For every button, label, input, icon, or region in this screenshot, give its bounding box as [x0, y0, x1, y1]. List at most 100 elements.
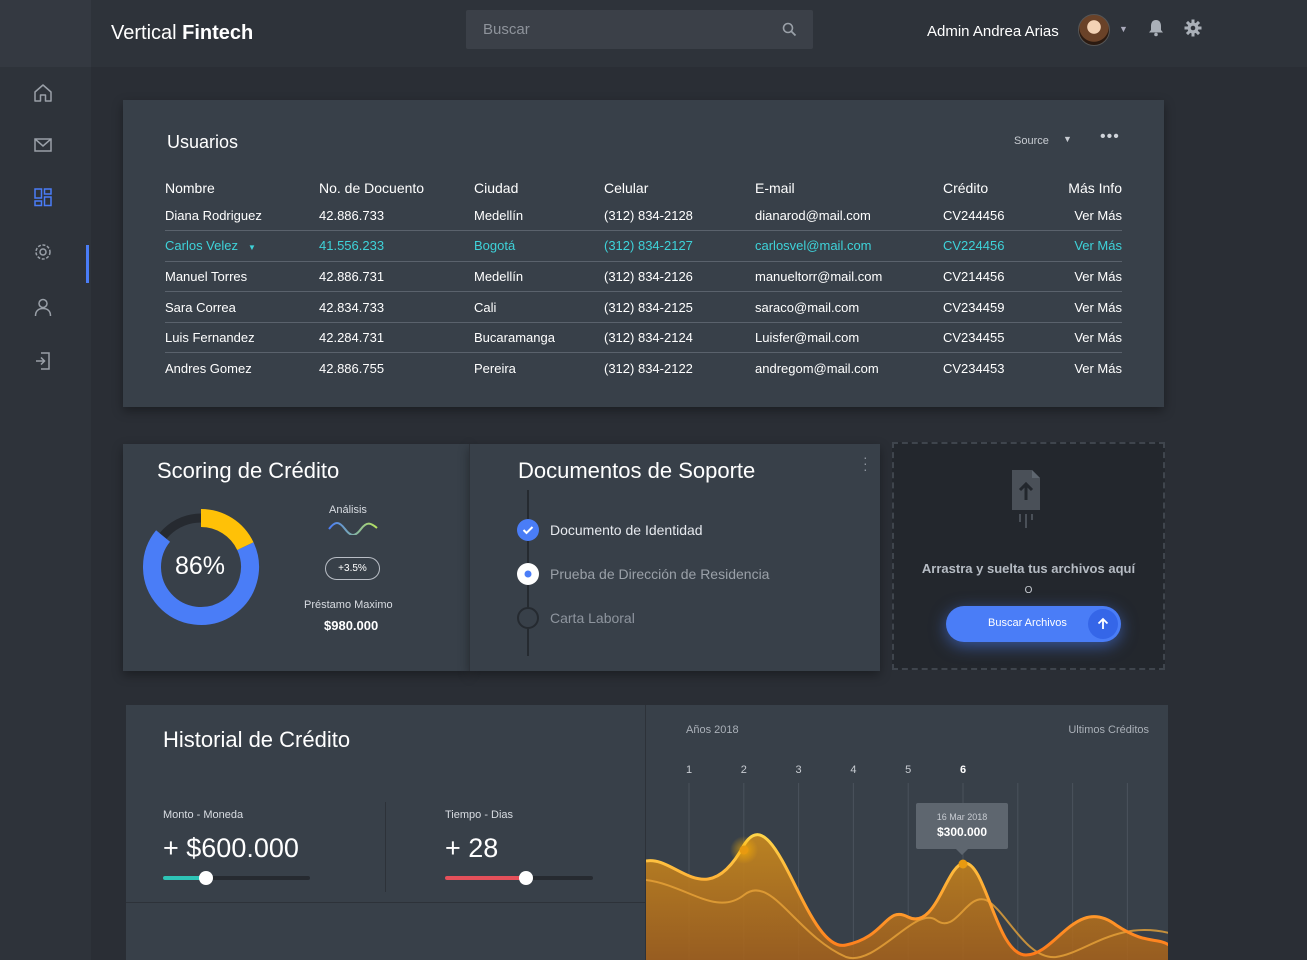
recent-credits-label: Ultimos Créditos [1068, 724, 1149, 736]
cell-document: 42.886.733 [319, 207, 385, 223]
users-panel: Usuarios Source ▼ ••• Nombre No. de Docu… [123, 100, 1164, 407]
ver-mas-link[interactable]: Ver Más [1048, 230, 1122, 262]
column-header: Ciudad [474, 180, 519, 196]
sidebar-item-home[interactable] [28, 78, 58, 108]
bell-icon[interactable] [1148, 19, 1164, 42]
chevron-down-icon[interactable]: ▼ [247, 243, 256, 253]
table-row[interactable]: Sara Correa 42.834.733 Cali (312) 834-21… [165, 291, 1122, 323]
amount-slider[interactable] [163, 871, 310, 885]
logout-icon [36, 352, 50, 370]
users-table: Nombre No. de Docuento Ciudad Celular E-… [165, 178, 1122, 384]
ver-mas-link[interactable]: Ver Más [1048, 352, 1122, 384]
column-header: Crédito [943, 180, 989, 196]
cell-phone: (312) 834-2122 [604, 352, 755, 384]
time-value: + 28 [445, 833, 499, 863]
mail-icon [34, 138, 52, 152]
logo-corner [0, 0, 91, 67]
step-label: Prueba de Dirección de Residencia [550, 566, 770, 582]
sidebar-item-mail[interactable] [28, 130, 58, 160]
ver-mas-link[interactable]: Ver Más [1048, 260, 1122, 292]
column-header: No. de Docuento [319, 180, 425, 196]
top-bar: Vertical Fintech Admin Andrea Arias ▼ [0, 0, 1307, 67]
time-slider[interactable] [445, 871, 593, 885]
cell-city: Pereira [474, 352, 604, 384]
cell-document: 42.834.733 [319, 291, 474, 323]
table-row[interactable]: Andres Gomez 42.886.755 Pereira (312) 83… [165, 352, 1122, 384]
step-letter[interactable]: Carta Laboral [517, 607, 867, 629]
sidebar-item-settings[interactable] [28, 237, 58, 267]
ver-mas-link[interactable]: Ver Más [1048, 321, 1122, 353]
or-divider: O [1024, 585, 1033, 596]
drop-zone-text: Arrastra y suelta tus archivos aquí [921, 561, 1136, 576]
browse-files-button[interactable]: Buscar Archivos [946, 606, 1121, 642]
cell-name: Sara Correa [165, 291, 319, 323]
more-vertical-icon[interactable]: · · · [863, 449, 868, 477]
sidebar-active-indicator [86, 245, 89, 283]
more-options-icon[interactable]: ••• [1100, 128, 1120, 145]
search-input[interactable] [466, 10, 766, 49]
column-header: E-mail [755, 180, 795, 196]
chart-point-active [958, 859, 968, 869]
cell-document: 42.284.731 [319, 321, 474, 353]
documents-title: Documentos de Soporte [518, 458, 756, 483]
cell-email: dianarod@mail.com [755, 207, 871, 223]
ver-mas-link[interactable]: Ver Más [1048, 291, 1122, 323]
sidebar-item-logout[interactable] [28, 346, 58, 376]
file-drop-zone[interactable]: Arrastra y suelta tus archivos aquí O Bu… [892, 442, 1165, 670]
step-label: Documento de Identidad [550, 522, 703, 538]
amount-slider-fill [163, 876, 206, 880]
table-row[interactable]: Luis Fernandez 42.284.731 Bucaramanga (3… [165, 321, 1122, 353]
cell-credit: CV234455 [943, 321, 1048, 353]
chart-tooltip: 16 Mar 2018 $300.000 [916, 803, 1008, 855]
users-title: Usuarios [167, 132, 239, 152]
cell-credit: CV244456 [943, 207, 1005, 223]
sidebar-item-user[interactable] [28, 292, 58, 322]
ver-mas-link[interactable]: Ver Más [1074, 207, 1122, 223]
time-label: Tiempo - Dias [445, 809, 514, 821]
cell-phone: (312) 834-2125 [604, 291, 755, 323]
amount-label: Monto - Moneda [163, 809, 244, 821]
chart-tick-label: 6 [960, 764, 966, 776]
step-address[interactable]: Prueba de Dirección de Residencia [517, 563, 867, 585]
table-row-selected[interactable]: Carlos Velez ▼ 41.556.233 Bogotá (312) 83… [165, 230, 1122, 262]
analysis-badge: +3.5% [325, 557, 380, 580]
table-row[interactable]: Manuel Torres 42.886.731 Medellín (312) … [165, 260, 1122, 292]
tooltip-value: $300.000 [936, 825, 988, 839]
column-header: Nombre [165, 180, 215, 196]
arrow-up-icon [1088, 609, 1118, 639]
settings-icon [35, 244, 51, 260]
cell-phone: (312) 834-2127 [604, 230, 755, 262]
avatar[interactable] [1078, 14, 1110, 46]
chart-area [646, 834, 1168, 960]
step-identity[interactable]: Documento de Identidad [517, 519, 867, 541]
chart-tick-labels: 1 2 3 4 5 6 [686, 764, 966, 776]
user-name: Admin Andrea Arias [927, 23, 1059, 40]
brand-title: Vertical Fintech [111, 22, 254, 44]
chart-tick-label: 2 [741, 764, 747, 776]
column-header: Celular [604, 180, 649, 196]
score-donut [143, 509, 259, 625]
cell-name: Manuel Torres [165, 260, 319, 292]
time-slider-handle[interactable] [519, 871, 534, 885]
check-icon [517, 519, 539, 541]
chevron-down-icon[interactable]: ▼ [1119, 24, 1128, 34]
cell-city: Cali [474, 291, 604, 323]
table-row[interactable]: Diana Rodriguez 42.886.733 Medellín (312… [165, 200, 1122, 231]
cell-name: Carlos Velez ▼ [165, 230, 319, 262]
user-icon [34, 298, 52, 317]
amount-slider-handle[interactable] [198, 871, 213, 885]
trend-wave-icon [328, 522, 378, 535]
search-icon[interactable] [782, 22, 797, 42]
chevron-down-icon[interactable]: ▼ [1063, 134, 1072, 144]
home-icon [34, 84, 52, 102]
cell-email: saraco@mail.com [755, 291, 943, 323]
cell-name: Andres Gomez [165, 352, 319, 384]
cell-credit: CV224456 [943, 230, 1048, 262]
sidebar-item-dashboard[interactable] [28, 182, 58, 212]
source-dropdown[interactable]: Source [1014, 135, 1049, 147]
cell-name: Diana Rodriguez [165, 207, 262, 223]
chart-tick-label: 5 [905, 764, 911, 776]
cell-email: andregom@mail.com [755, 352, 943, 384]
gear-icon[interactable] [1184, 19, 1202, 42]
cell-document: 41.556.233 [319, 230, 474, 262]
